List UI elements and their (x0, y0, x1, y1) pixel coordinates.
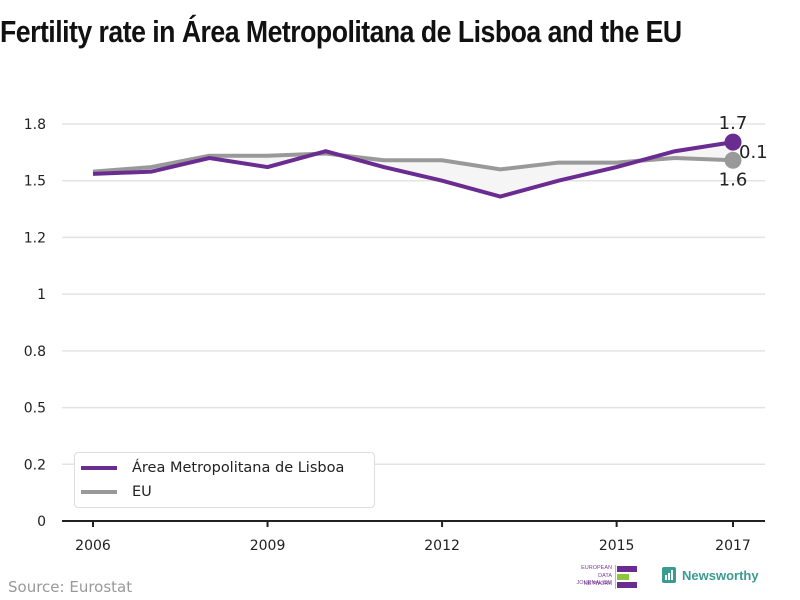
y-tick-label: 0 (37, 514, 46, 530)
edjn-line-3: NETWORK (583, 581, 612, 587)
x-tick-label: 2017 (715, 538, 751, 554)
y-tick-label: 0.5 (24, 401, 46, 417)
eu-end-label: 1.6 (719, 169, 748, 190)
end-markers (724, 133, 742, 169)
y-tick-label: 1.8 (24, 117, 46, 133)
chart-title: Fertility rate in Área Metropolitana de … (0, 14, 682, 49)
series-lines (92, 140, 734, 199)
y-tick-label: 1.2 (24, 230, 46, 246)
end-marker-lisboa (724, 133, 742, 151)
edjn-logo: EUROPEAN DATA JOURNALISM NETWORK (566, 565, 648, 591)
y-tick-label: 0.2 (24, 457, 46, 473)
lisboa-end-label: 1.7 (719, 113, 748, 134)
legend-swatch-lisboa (81, 466, 117, 470)
newsworthy-logo: Newsworthy (662, 567, 759, 583)
y-axis: 0 0.2 0.5 0.8 1 1.2 1.5 1.8 (24, 117, 46, 530)
series-line-eu (92, 151, 734, 174)
newsworthy-chart-icon (662, 567, 676, 583)
difference-label: 0.1 (739, 142, 768, 163)
y-tick-label: 1 (37, 287, 46, 303)
end-marker-eu (724, 151, 742, 169)
source-note: Source: Eurostat (8, 578, 133, 596)
x-tick-label: 2006 (75, 538, 111, 554)
newsworthy-label: Newsworthy (682, 567, 759, 583)
legend-label-eu: EU (132, 484, 152, 500)
edjn-line-2: DATA JOURNALISM (576, 573, 612, 586)
x-axis: 2006 2009 2012 2015 2017 (62, 520, 765, 554)
x-tick-label: 2012 (424, 538, 460, 554)
legend-swatch-eu (81, 490, 117, 494)
y-tick-label: 1.5 (24, 174, 46, 190)
legend-item-lisboa: Área Metropolitana de Lisboa (81, 458, 344, 478)
difference-area (93, 142, 733, 197)
x-tick-label: 2015 (599, 538, 635, 554)
legend-item-eu: EU (81, 482, 152, 502)
edjn-line-1: EUROPEAN (581, 565, 612, 571)
x-tick-label: 2009 (250, 538, 286, 554)
legend-label-lisboa: Área Metropolitana de Lisboa (132, 460, 345, 476)
series-line-lisboa (92, 140, 734, 199)
y-tick-label: 0.8 (24, 344, 46, 360)
legend: Área Metropolitana de Lisboa EU (74, 452, 375, 508)
